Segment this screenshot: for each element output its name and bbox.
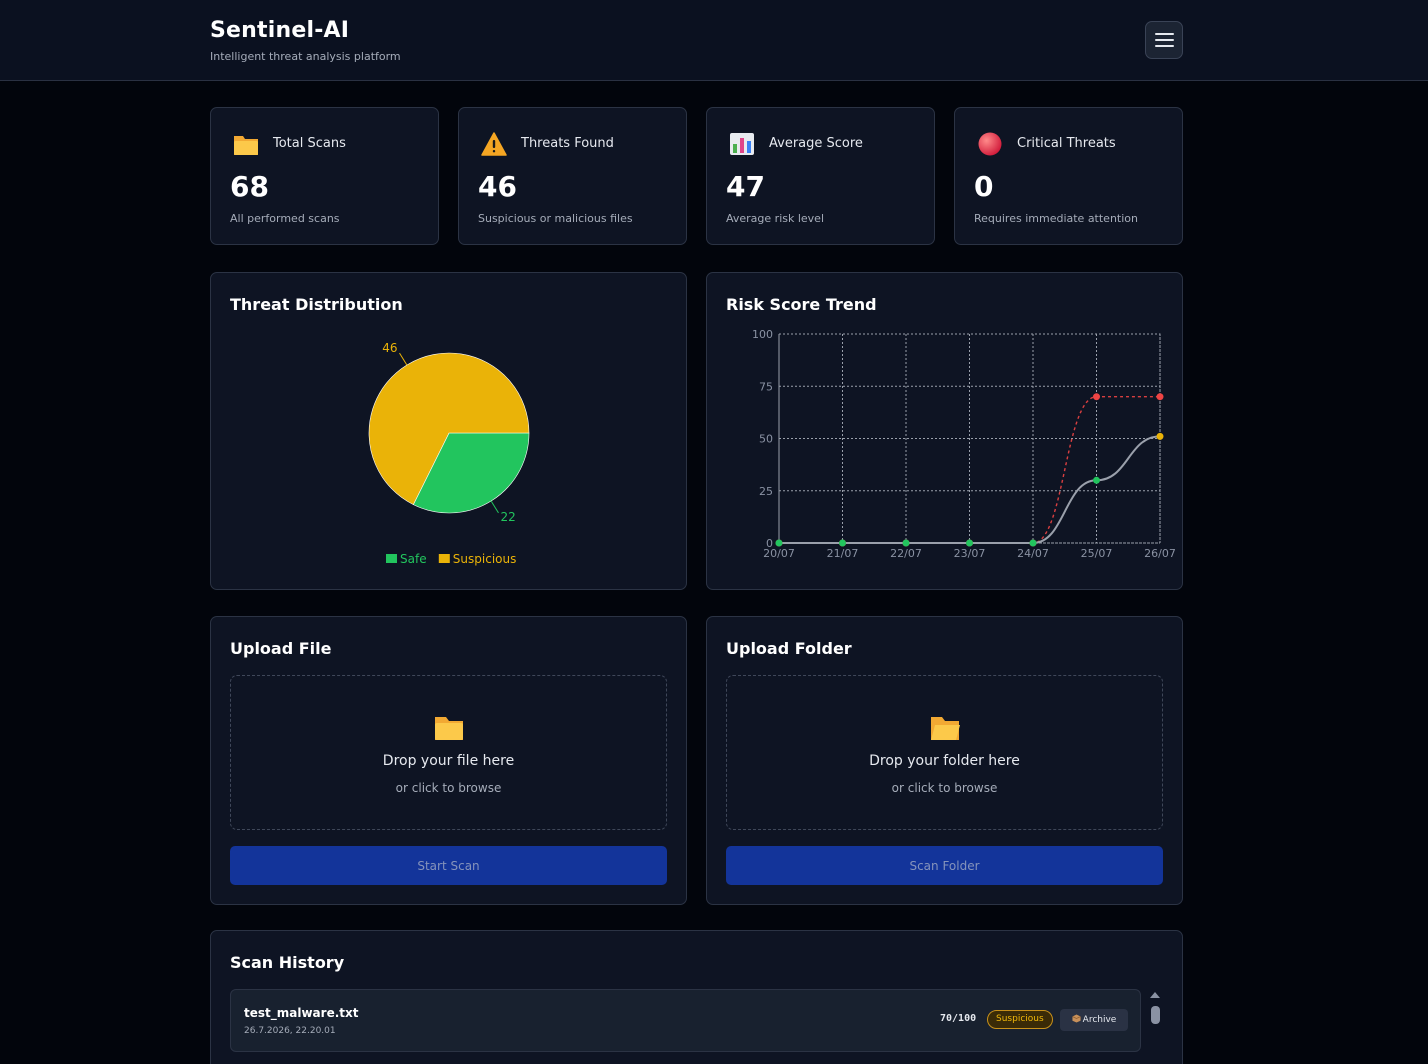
scrollbar-thumb[interactable] <box>1151 1006 1160 1024</box>
open-folder-icon <box>931 717 960 740</box>
history-row[interactable]: test_malware.txt 26.7.2026, 22.20.01 70/… <box>230 989 1141 1052</box>
risk-score-trend-chart: 0 25 50 75 100 20/07 21/07 22/07 23/07 24/07 25/07… <box>752 328 1176 560</box>
pie-label-leader <box>399 352 408 366</box>
stat-card-total-scans: Total Scans 68 All performed scans <box>210 107 439 245</box>
series-point-1 <box>1029 539 1037 547</box>
y-tick-label: 100 <box>752 328 773 341</box>
stat-label: Average Score <box>769 136 863 151</box>
threat-distribution-chart: 22 46 Safe Suspicious <box>368 341 530 566</box>
x-tick-label: 25/07 <box>1081 547 1113 560</box>
dropzone-text: Drop your folder here <box>869 753 1020 769</box>
upload-folder-card: Upload Folder Drop your folder here or c… <box>706 616 1183 905</box>
series-point-0 <box>1156 393 1164 401</box>
menu-button[interactable] <box>1145 21 1183 59</box>
series-point-1 <box>775 539 783 547</box>
legend-swatch <box>438 554 450 563</box>
dropzone-text: Drop your file here <box>382 753 515 769</box>
pie-slice-safe <box>412 432 530 514</box>
threat-distribution-card: Threat Distribution 22 46 Safe Suspicious <box>210 272 687 590</box>
pie-label-leader <box>490 500 499 514</box>
x-tick-label: 24/07 <box>1017 547 1049 560</box>
card-title: Upload File <box>230 639 332 658</box>
warning-icon <box>481 132 507 156</box>
archive-button[interactable]: Archive <box>1060 1009 1128 1031</box>
folder-icon <box>234 136 258 155</box>
stat-label: Threats Found <box>521 136 614 151</box>
app-title: Sentinel-AI <box>210 18 350 43</box>
stat-card-average-score: Average Score 47 Average risk level <box>706 107 935 245</box>
folder-icon <box>435 717 463 740</box>
menu-icon-line <box>1155 39 1174 41</box>
series-point-1 <box>1093 476 1100 484</box>
x-tick-label: 26/07 <box>1144 547 1176 560</box>
series-point-1 <box>1156 432 1164 440</box>
y-tick-label: 0 <box>766 537 773 550</box>
stat-description: Requires immediate attention <box>974 212 1138 225</box>
series-point-1 <box>902 539 910 547</box>
x-tick-label: 22/07 <box>890 547 922 560</box>
stat-description: Suspicious or malicious files <box>478 212 633 225</box>
start-scan-button[interactable]: Start Scan <box>230 846 667 885</box>
series-point-1 <box>966 539 973 547</box>
dropzone-browse-text: or click to browse <box>395 781 502 795</box>
history-date: 26.7.2026, 22.20.01 <box>244 1026 336 1036</box>
status-badge: Suspicious <box>987 1010 1053 1029</box>
legend-swatch <box>386 554 397 563</box>
stat-value: 47 <box>726 170 765 203</box>
stat-value: 68 <box>230 170 269 203</box>
top-bar: Sentinel-AI Intelligent threat analysis … <box>0 0 1428 81</box>
risk-score-trend-card: Risk Score Trend 0 25 50 75 100 20/07 21/07 22/… <box>706 272 1183 590</box>
history-score: 70/100 <box>940 1013 977 1024</box>
y-tick-label: 50 <box>759 433 773 446</box>
x-tick-label: 23/07 <box>954 547 986 560</box>
scroll-up-arrow[interactable] <box>1150 992 1160 998</box>
y-tick-label: 75 <box>759 380 773 393</box>
scan-history-card: Scan History test_malware.txt 26.7.2026,… <box>210 930 1183 1064</box>
pie-data-label: 46 <box>382 341 397 355</box>
stat-label: Total Scans <box>273 136 346 151</box>
stat-card-critical-threats: Critical Threats 0 Requires immediate at… <box>954 107 1183 245</box>
card-title: Upload Folder <box>726 639 852 658</box>
red-circle-icon <box>978 132 1002 156</box>
stat-value: 0 <box>974 170 994 203</box>
menu-icon-line <box>1155 33 1174 35</box>
history-file-name: test_malware.txt <box>244 1006 359 1020</box>
x-tick-label: 21/07 <box>827 547 859 560</box>
bar-chart-icon <box>730 133 754 155</box>
series-point-1 <box>839 539 846 547</box>
card-title: Threat Distribution <box>230 295 403 314</box>
archive-label: Archive <box>1082 1015 1117 1025</box>
upload-file-card: Upload File Drop your file here or click… <box>210 616 687 905</box>
file-dropzone[interactable]: Drop your file here or click to browse <box>230 675 667 830</box>
stat-description: All performed scans <box>230 212 340 225</box>
stat-label: Critical Threats <box>1017 136 1116 151</box>
pie-data-label: 22 <box>500 510 515 524</box>
stat-description: Average risk level <box>726 212 825 225</box>
box-icon <box>1071 1014 1081 1023</box>
x-tick-label: 20/07 <box>763 547 795 560</box>
scan-folder-button[interactable]: Scan Folder <box>726 846 1163 885</box>
folder-dropzone[interactable]: Drop your folder here or click to browse <box>726 675 1163 830</box>
dropzone-browse-text: or click to browse <box>891 781 998 795</box>
legend-label-safe: Safe <box>400 552 427 566</box>
legend-label-suspicious: Suspicious <box>453 552 517 566</box>
series-point-0 <box>1093 393 1100 401</box>
card-title: Scan History <box>230 953 345 972</box>
y-tick-label: 25 <box>759 485 773 498</box>
card-title: Risk Score Trend <box>726 295 877 314</box>
app-subtitle: Intelligent threat analysis platform <box>210 50 401 63</box>
stat-card-threats-found: Threats Found 46 Suspicious or malicious… <box>458 107 687 245</box>
menu-icon-line <box>1155 45 1174 47</box>
stat-value: 46 <box>478 170 517 203</box>
